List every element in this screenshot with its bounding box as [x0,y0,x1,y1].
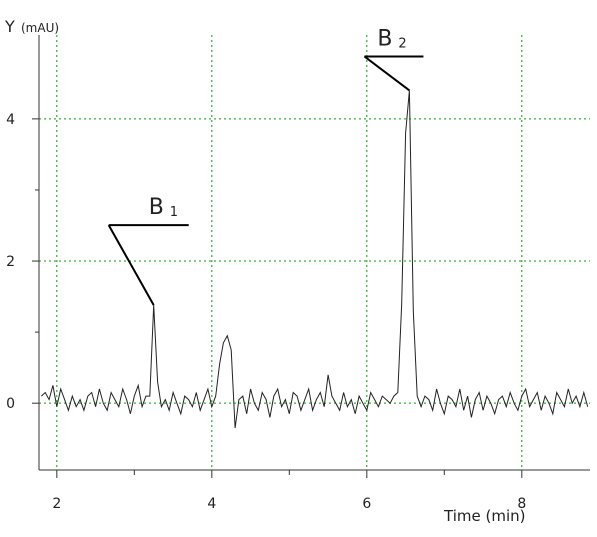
annotation-label: B [377,26,392,51]
annotation-subscript: 2 [398,36,406,51]
y-tick-label: 0 [6,396,15,412]
data-line [40,90,589,429]
y-tick-label: 2 [6,254,15,270]
x-tick-label: 6 [362,496,371,512]
x-tick-label: 2 [52,496,61,512]
x-tick-label: 8 [517,496,526,512]
annotation-subscript: 1 [170,205,178,220]
annotation-leader [363,55,411,92]
annotation-label: B [149,195,164,220]
y-axis-unit: (mAU) [21,21,59,35]
y-tick-label: 4 [6,112,15,128]
annotation-leader [107,224,155,306]
x-tick-label: 4 [207,496,216,512]
y-axis-label: Y [4,17,15,36]
x-axis-label: Time (min) [443,507,525,525]
